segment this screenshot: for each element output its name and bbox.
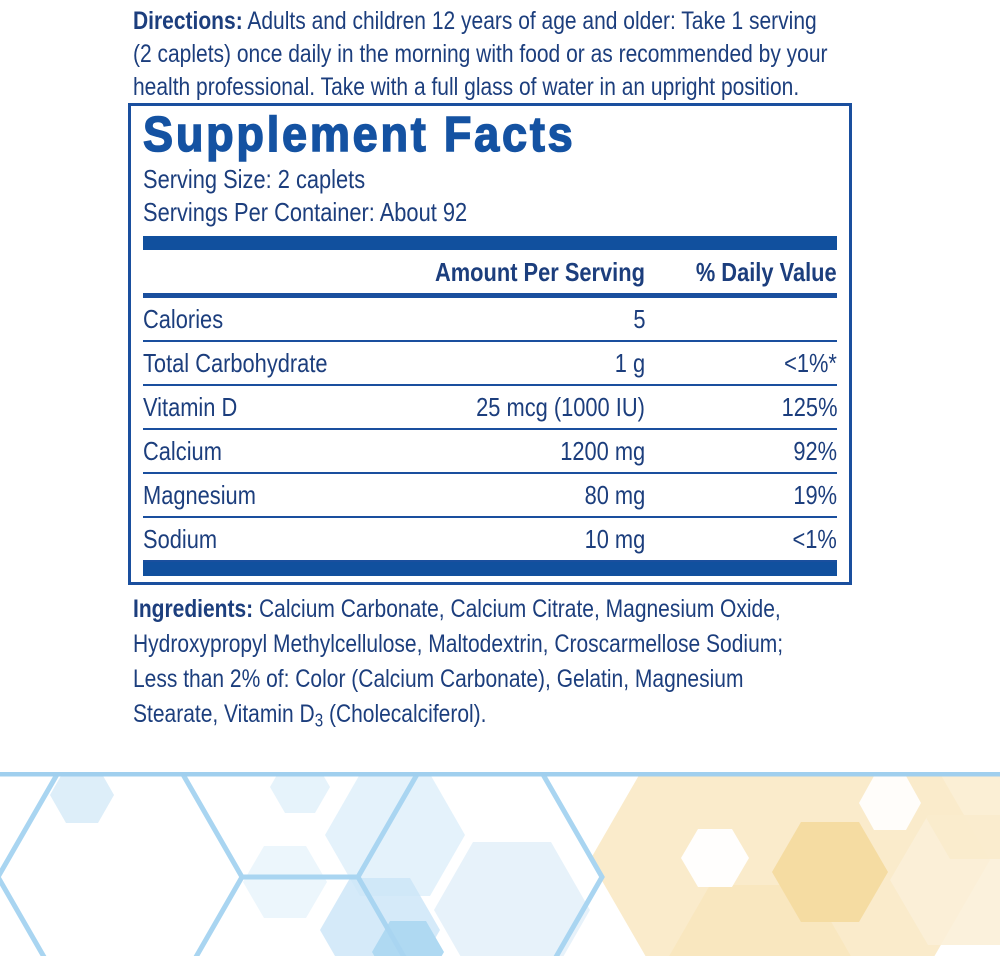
divider-bar-bottom: [143, 562, 837, 576]
divider-bar-top: [143, 236, 837, 250]
nutrient-dv: <1%: [792, 524, 837, 554]
table-row-vitamin-d: Vitamin D 25 mcg (1000 IU) 125%: [143, 386, 837, 430]
column-daily-value: % Daily Value: [696, 257, 837, 287]
nutrient-amount: 80 mg: [584, 480, 645, 510]
ingredients-line1: Calcium Carbonate, Calcium Citrate, Magn…: [253, 595, 781, 623]
nutrient-amount: 10 mg: [584, 524, 645, 554]
table-row-magnesium: Magnesium 80 mg 19%: [143, 474, 837, 518]
ingredients-line4-end: (Cholecalciferol).: [323, 700, 487, 728]
ingredients-line4: Stearate, Vitamin D: [133, 700, 315, 728]
nutrient-amount: 1 g: [614, 348, 645, 378]
table-row-calories: Calories 5: [143, 298, 837, 342]
serving-info: Serving Size: 2 caplets Servings Per Con…: [143, 163, 837, 229]
nutrient-name: Calories: [143, 304, 224, 334]
nutrient-amount: 1200 mg: [560, 436, 645, 466]
vitamin-d3-subscript: 3: [314, 710, 324, 731]
nutrient-dv: 19%: [793, 480, 837, 510]
directions-line1: Adults and children 12 years of age and …: [242, 7, 817, 35]
supplement-facts-panel: Supplement Facts Serving Size: 2 caplets…: [128, 103, 852, 585]
column-amount-per-serving: Amount Per Serving: [435, 257, 645, 287]
nutrient-amount: 25 mcg (1000 IU): [476, 392, 645, 422]
supplement-facts-title: Supplement Facts: [142, 107, 576, 163]
table-row-sodium: Sodium 10 mg <1%: [143, 518, 837, 562]
ingredients-line2: Hydroxypropyl Methylcellulose, Maltodext…: [133, 630, 784, 658]
nutrient-dv: 125%: [781, 392, 837, 422]
serving-size: Serving Size: 2 caplets: [143, 164, 366, 194]
nutrient-dv: <1%*: [784, 348, 837, 378]
ingredients-label: Ingredients:: [133, 595, 254, 623]
nutrient-name: Calcium: [143, 436, 222, 466]
ingredients-line3: Less than 2% of: Color (Calcium Carbonat…: [133, 665, 744, 693]
table-row-calcium: Calcium 1200 mg 92%: [143, 430, 837, 474]
directions-paragraph: Directions: Adults and children 12 years…: [133, 5, 960, 104]
directions-line3: health professional. Take with a full gl…: [133, 73, 800, 101]
nutrient-name: Vitamin D: [143, 392, 238, 422]
nutrient-name: Sodium: [143, 524, 218, 554]
nutrient-name: Magnesium: [143, 480, 256, 510]
directions-label: Directions:: [133, 7, 243, 35]
facts-table-header: Amount Per Serving % Daily Value: [143, 250, 837, 298]
hexagon-decoration: [0, 772, 1000, 956]
daily-value-footnote: *Percent Daily Values are based on a 2,0…: [143, 582, 641, 585]
servings-per-container: Servings Per Container: About 92: [143, 197, 468, 227]
directions-line2: (2 caplets) once daily in the morning wi…: [133, 40, 828, 68]
nutrient-name: Total Carbohydrate: [143, 348, 328, 378]
nutrient-amount: 5: [632, 304, 645, 334]
nutrient-dv: 92%: [793, 436, 837, 466]
ingredients-paragraph: Ingredients: Calcium Carbonate, Calcium …: [133, 592, 907, 732]
table-row-total-carbohydrate: Total Carbohydrate 1 g <1%*: [143, 342, 837, 386]
